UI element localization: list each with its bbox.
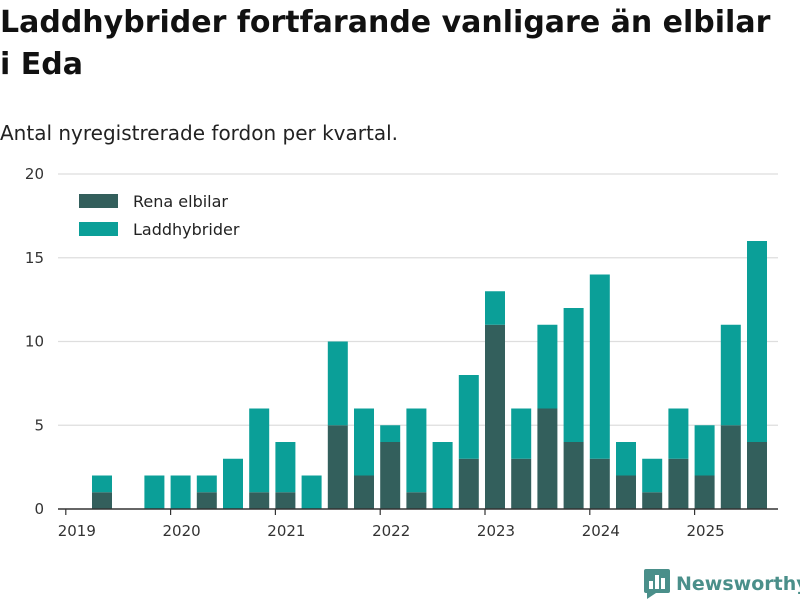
bar-rena-elbilar [668,458,689,509]
bar-laddhybrider [616,442,636,476]
bar-rena-elbilar [275,492,296,509]
bar-laddhybrider [144,475,165,509]
bar-rena-elbilar [406,492,427,509]
bar-rena-elbilar [249,492,270,509]
bar-laddhybrider [275,442,296,493]
y-tick-label: 5 [34,416,44,434]
bar-laddhybrider [589,274,610,459]
bar-rena-elbilar [380,442,401,509]
x-tick-label: 2024 [582,522,620,540]
bar-rena-elbilar [589,458,610,509]
bar-rena-elbilar [747,442,767,509]
gridlines [58,173,778,426]
bar-laddhybrider [537,324,558,409]
bar-rena-elbilar [196,492,217,509]
bar-rena-elbilar [354,475,374,509]
axes: 0 5 10 15 20 2019 2020 2021 2022 2023 2024 2025 [25,165,778,540]
legend-label: Laddhybrider [133,220,240,239]
bar-laddhybrider [380,425,401,442]
bar-laddhybrider [511,408,532,459]
bar-laddhybrider [694,425,715,476]
legend-swatch [79,194,118,208]
bar-rena-elbilar [694,475,715,509]
bar-laddhybrider [327,341,348,426]
bar-rena-elbilar [327,425,348,509]
brand-name: Newsworthy [676,573,800,595]
bar-rena-elbilar [616,475,636,509]
x-tick-label: 2022 [372,522,410,540]
chart-subtitle: Antal nyregistrerade fordon per kvartal. [0,121,399,145]
bar-rena-elbilar [511,458,532,509]
legend-swatch [79,222,118,236]
bars [92,241,767,509]
legend-label: Rena elbilar [133,192,228,211]
y-tick-label: 10 [25,333,44,351]
bar-laddhybrider [406,408,427,493]
bar-laddhybrider [720,324,741,426]
bar-laddhybrider [249,408,270,493]
bar-rena-elbilar [92,492,112,509]
bar-laddhybrider [223,458,243,509]
bar-laddhybrider [92,475,112,493]
bar-rena-elbilar [537,408,558,509]
x-tick-label: 2020 [163,522,201,540]
x-tick-label: 2025 [687,522,725,540]
chart-title: Laddhybrider fortfarande vanligare än el… [0,5,771,82]
bar-rena-elbilar [563,442,584,509]
bar-rena-elbilar [720,425,741,509]
bar-laddhybrider [354,408,374,476]
bar-rena-elbilar [458,458,479,509]
legend: Rena elbilar Laddhybrider [79,192,240,239]
bar-laddhybrider [432,442,453,509]
bar-laddhybrider [747,241,767,442]
bar-rena-elbilar [642,492,663,509]
bar-laddhybrider [196,475,217,493]
x-tick-label: 2023 [477,522,515,540]
newsworthy-brand: Newsworthy [644,568,800,600]
bar-laddhybrider [563,308,584,442]
bar-rena-elbilar [485,324,505,509]
y-tick-label: 20 [25,165,44,183]
bar-laddhybrider [485,291,505,325]
bar-laddhybrider [458,375,479,459]
newsworthy-logo-icon [644,569,670,599]
bar-laddhybrider [668,408,689,459]
x-tick-label: 2021 [267,522,305,540]
x-tick-label: 2019 [58,522,96,540]
bar-laddhybrider [301,475,322,509]
bar-laddhybrider [170,475,191,509]
bar-laddhybrider [642,458,663,493]
y-tick-label: 0 [34,500,44,518]
y-tick-label: 15 [25,249,44,267]
